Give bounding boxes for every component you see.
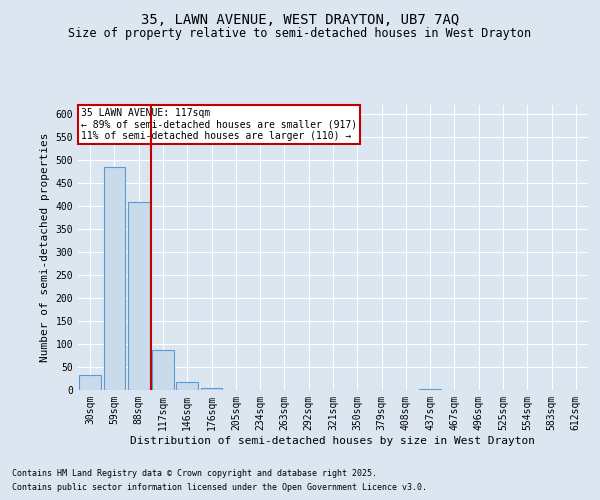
Bar xyxy=(200,388,223,390)
Bar xyxy=(79,375,101,390)
Text: Size of property relative to semi-detached houses in West Drayton: Size of property relative to semi-detach… xyxy=(68,28,532,40)
Text: Contains HM Land Registry data © Crown copyright and database right 2025.: Contains HM Land Registry data © Crown c… xyxy=(12,468,377,477)
Bar xyxy=(176,382,198,390)
Text: 35 LAWN AVENUE: 117sqm
← 89% of semi-detached houses are smaller (917)
11% of se: 35 LAWN AVENUE: 117sqm ← 89% of semi-det… xyxy=(80,108,356,141)
Text: 35, LAWN AVENUE, WEST DRAYTON, UB7 7AQ: 35, LAWN AVENUE, WEST DRAYTON, UB7 7AQ xyxy=(141,12,459,26)
Bar xyxy=(128,202,149,390)
X-axis label: Distribution of semi-detached houses by size in West Drayton: Distribution of semi-detached houses by … xyxy=(131,436,536,446)
Y-axis label: Number of semi-detached properties: Number of semi-detached properties xyxy=(40,132,50,362)
Bar xyxy=(419,389,441,390)
Bar xyxy=(104,167,125,390)
Bar xyxy=(152,350,174,390)
Text: Contains public sector information licensed under the Open Government Licence v3: Contains public sector information licen… xyxy=(12,484,427,492)
